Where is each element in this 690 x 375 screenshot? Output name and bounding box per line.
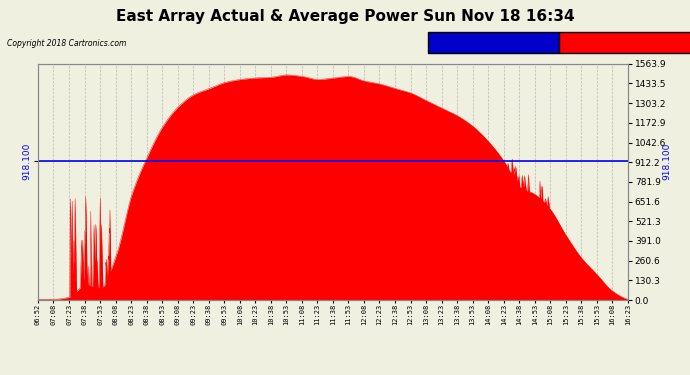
Text: Copyright 2018 Cartronics.com: Copyright 2018 Cartronics.com — [7, 39, 126, 48]
Text: East Array Actual & Average Power Sun Nov 18 16:34: East Array Actual & Average Power Sun No… — [116, 9, 574, 24]
Text: Average  (DC Watts): Average (DC Watts) — [450, 38, 537, 47]
Text: 918.100: 918.100 — [662, 142, 671, 180]
Text: East Array  (DC Watts): East Array (DC Watts) — [578, 38, 675, 47]
